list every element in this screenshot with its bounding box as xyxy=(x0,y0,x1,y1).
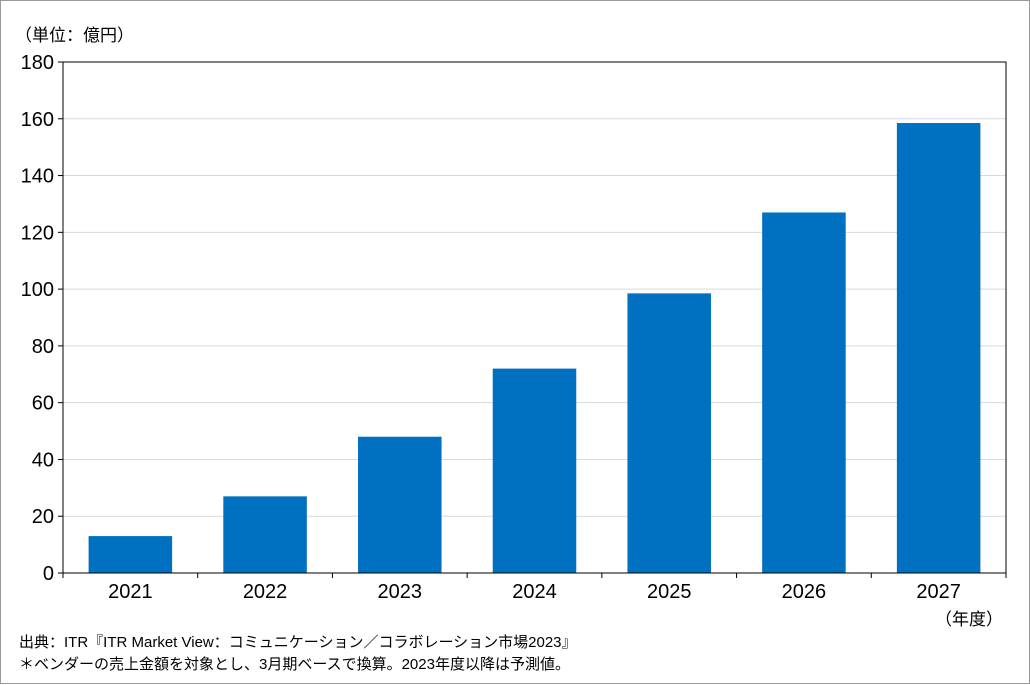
bars xyxy=(88,123,981,574)
x-axis-ticks: 2021 2022 2023 2024 2025 2026 2027 xyxy=(62,573,1007,603)
bar-2021 xyxy=(88,536,173,573)
x-tick-label: 2025 xyxy=(647,581,692,603)
y-tick-label: 60 xyxy=(32,393,54,415)
bar-2024 xyxy=(492,368,577,573)
bar-2026 xyxy=(762,212,846,573)
y-axis-ticks: 0 20 40 60 80 100 120 140 160 180 xyxy=(21,52,63,585)
bar-2027 xyxy=(896,123,981,574)
y-tick-label: 120 xyxy=(21,222,54,244)
bar-2025 xyxy=(627,293,711,573)
x-tick-label: 2022 xyxy=(243,581,288,603)
y-tick-label: 160 xyxy=(21,109,54,131)
bar-2023 xyxy=(358,436,442,573)
source-citation: 出典：ITR『ITR Market View：コミュニケーション／コラボレーショ… xyxy=(19,634,577,651)
y-tick-label: 100 xyxy=(21,279,54,301)
y-tick-label: 20 xyxy=(32,506,54,528)
x-tick-label: 2027 xyxy=(916,581,961,603)
y-tick-label: 140 xyxy=(21,166,54,188)
y-tick-label: 40 xyxy=(32,449,54,471)
x-unit-label: （年度） xyxy=(935,610,1003,629)
plot-area-border xyxy=(62,61,1007,574)
bar-2022 xyxy=(223,496,307,573)
x-tick-label: 2023 xyxy=(378,581,423,603)
y-tick-label: 0 xyxy=(43,563,54,585)
y-tick-label: 180 xyxy=(21,52,54,74)
y-unit-label: （単位：億円） xyxy=(15,26,134,45)
x-tick-label: 2024 xyxy=(512,581,557,603)
footnote: ＊ベンダーの売上金額を対象とし、3月期ベースで換算。2023年度以降は予測値。 xyxy=(19,656,570,673)
x-tick-label: 2026 xyxy=(782,581,827,603)
y-tick-label: 80 xyxy=(32,336,54,358)
x-tick-label: 2021 xyxy=(108,581,153,603)
